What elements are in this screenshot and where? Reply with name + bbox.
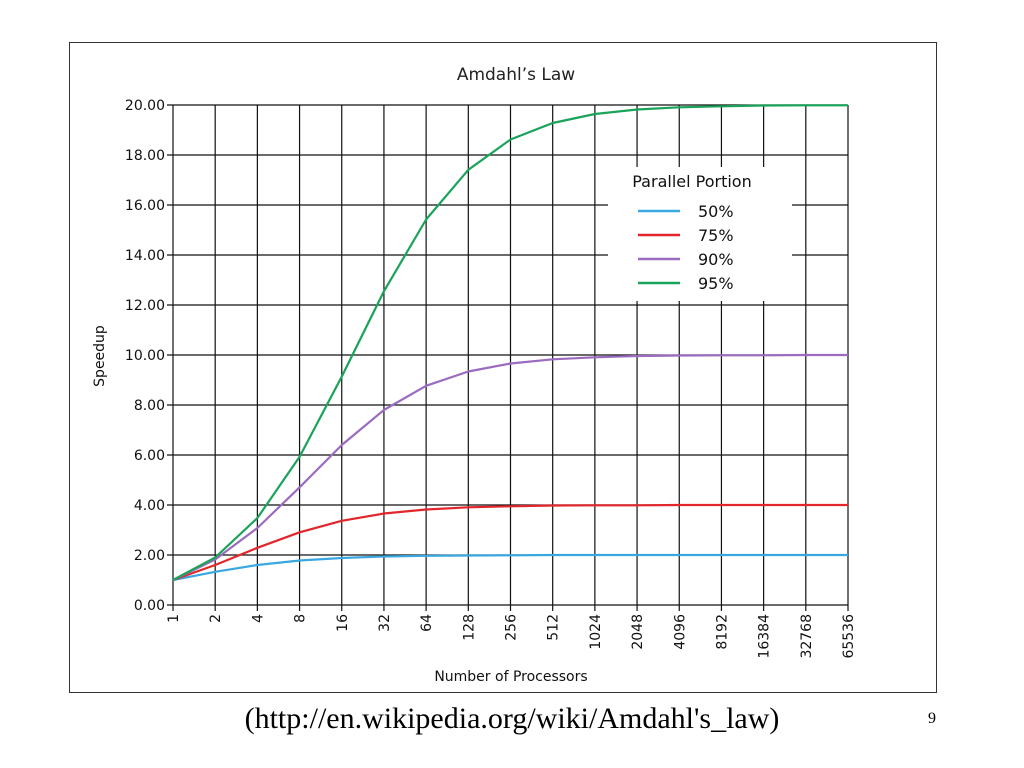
y-tick-label: 20.00 <box>125 98 165 114</box>
page-number: 9 <box>928 710 936 727</box>
y-tick-label: 12.00 <box>125 298 165 314</box>
y-tick-label: 2.00 <box>134 548 165 564</box>
legend-label: 95% <box>698 274 734 293</box>
legend-label: 75% <box>698 226 734 245</box>
legend-title: Parallel Portion <box>632 172 751 191</box>
amdahl-chart: Amdahl’s Law 0.002.004.006.008.0010.0012… <box>92 65 857 685</box>
chart-figure: Amdahl’s Law 0.00 2.00 4.00 6.00 8.00 10.00 12… <box>69 42 937 693</box>
legend-label: 50% <box>698 202 734 221</box>
y-tick-label: 6.00 <box>134 448 165 464</box>
y-axis-ticks: 0.00 2.00 4.00 6.00 8.00 10.00 12.00 14.00 16.00… <box>125 98 165 614</box>
x-tick-label: 16 <box>335 614 351 632</box>
x-tick-label: 2048 <box>630 614 646 650</box>
chart-title: Amdahl’s Law <box>457 65 575 85</box>
x-tick-label: 32 <box>377 614 393 632</box>
y-tick-label: 16.00 <box>125 198 165 214</box>
source-caption: (http://en.wikipedia.org/wiki/Amdahl's_l… <box>244 702 780 735</box>
x-tick-label: 128 <box>461 614 477 641</box>
x-tick-label: 512 <box>546 614 562 641</box>
x-tick-label: 4 <box>250 614 266 623</box>
y-tick-label: 18.00 <box>125 148 165 164</box>
series-line-50pct <box>172 553 848 582</box>
x-tick-label: 64 <box>419 614 435 632</box>
y-tick-label: 4.00 <box>134 498 165 514</box>
x-tick-label: 1024 <box>588 614 604 650</box>
x-axis-title: Number of Processors <box>434 669 587 685</box>
x-tick-label: 2 <box>208 614 224 623</box>
x-tick-label: 8 <box>293 614 309 623</box>
x-tick-label: 1 <box>166 614 182 623</box>
x-axis-ticks: 1 2 4 8 16 32 64 128 256 512 1024 2048 4096 8192 16384… <box>166 614 857 659</box>
x-tick-label: 8192 <box>714 614 730 650</box>
series-line-90pct <box>172 353 848 581</box>
legend: Parallel Portion 50% 75% 90% 95% <box>608 167 792 301</box>
y-tick-label: 0.00 <box>134 598 165 614</box>
legend-label: 90% <box>698 250 734 269</box>
x-tick-label: 256 <box>504 614 520 641</box>
y-tick-label: 8.00 <box>134 398 165 414</box>
series-line-95pct <box>172 104 848 581</box>
x-tick-label: 65536 <box>841 614 857 659</box>
y-axis-title: Speedup <box>92 325 108 387</box>
x-tick-label: 16384 <box>757 614 773 659</box>
y-tick-label: 14.00 <box>125 248 165 264</box>
series-line-75pct <box>172 503 848 582</box>
y-tick-label: 10.00 <box>125 348 165 364</box>
series-lines <box>172 104 848 582</box>
x-tick-label: 32768 <box>799 614 815 659</box>
x-tick-label: 4096 <box>672 614 688 650</box>
